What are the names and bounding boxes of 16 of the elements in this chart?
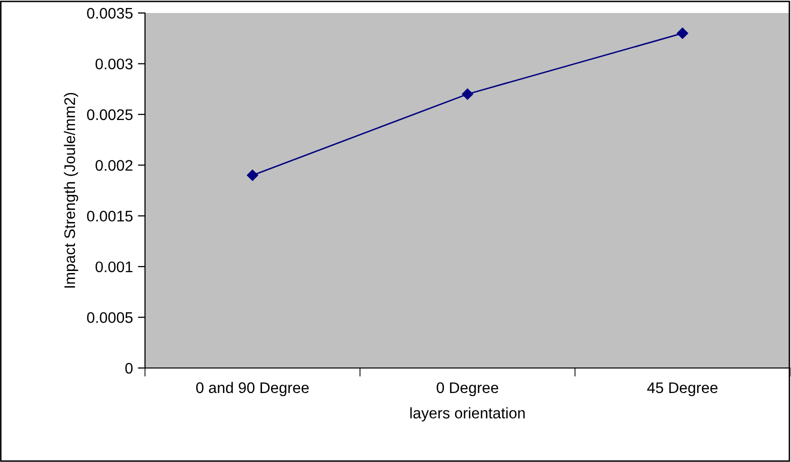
point [676,28,688,39]
x-tick-label: 0 Degree [436,382,498,396]
point [246,170,258,181]
x-tick-label: 45 Degree [647,382,718,396]
x-tick-label: 0 and 90 Degree [196,382,309,396]
x-axis-title: layers orientation [410,407,525,422]
y-tick-label: 0.0035 [87,8,133,19]
y-tick-label: 0.0005 [87,312,133,323]
y-axis-title: Impact Strength (Joule/mm2) [64,92,78,288]
y-tick-label: 0 [125,362,133,374]
y-tick-label: 0.003 [96,58,133,70]
y-tick-label: 0.002 [96,160,132,171]
y-tick-label: 0.0015 [87,210,133,222]
y-tick-label: 0.001 [96,261,132,272]
point [462,88,474,100]
y-tick-label: 0.0025 [87,109,133,120]
